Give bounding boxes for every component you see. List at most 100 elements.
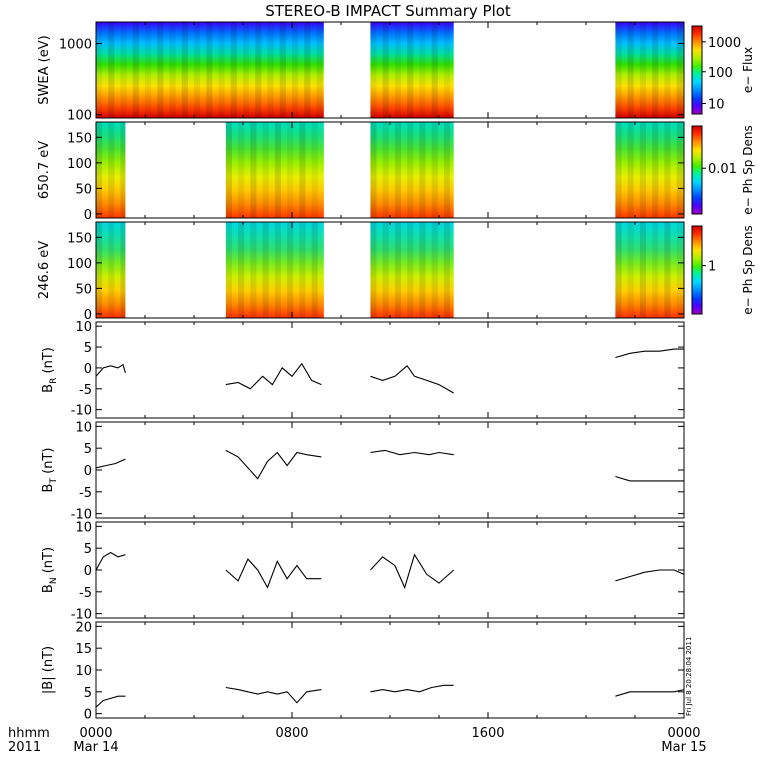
spectrogram-texture-stripe bbox=[652, 22, 659, 118]
spectrogram-texture-stripe bbox=[267, 22, 274, 118]
y-tick-label: 5 bbox=[84, 442, 92, 457]
spectrogram-texture-stripe bbox=[279, 22, 286, 118]
y-tick-label: 50 bbox=[75, 182, 92, 197]
spectrogram-texture-stripe bbox=[419, 222, 426, 318]
spectrogram-texture-stripe bbox=[262, 122, 269, 218]
y-tick-label: 0 bbox=[84, 308, 92, 323]
spectrogram-texture-stripe bbox=[407, 122, 414, 218]
spectrogram-texture-stripe bbox=[206, 22, 213, 118]
y-tick-label: 5 bbox=[84, 542, 92, 557]
spectrogram-texture-stripe bbox=[627, 22, 634, 118]
spectrogram-texture-stripe bbox=[664, 222, 671, 318]
spectrogram-texture-stripe bbox=[431, 22, 438, 118]
y-tick-label: 150 bbox=[67, 131, 92, 146]
y-axis-label: BN (nT) bbox=[41, 547, 59, 593]
y-axis-label-unit: (nT) bbox=[41, 448, 56, 478]
y-tick-label: 5 bbox=[84, 686, 92, 701]
spectrogram-pad650: 0 50 100 150 650.7 eV 0.01 e− Ph Sp Dens bbox=[37, 121, 755, 223]
spectrogram-data-block bbox=[96, 22, 324, 118]
spectrogram-texture-stripe bbox=[262, 222, 269, 318]
y-axis-label-subscript: R bbox=[49, 378, 59, 384]
timestamp-stamp: Fri Jul 8 20:28:04 2011 bbox=[685, 637, 693, 716]
spectrogram-texture-stripe bbox=[292, 22, 299, 118]
spectrogram-texture-stripe bbox=[169, 22, 176, 118]
spectrogram-texture-stripe bbox=[132, 22, 139, 118]
y-tick-label: 50 bbox=[75, 282, 92, 297]
spectrogram-texture-stripe bbox=[443, 22, 451, 118]
spectrogram-texture-stripe bbox=[664, 22, 671, 118]
spectrogram-texture-stripe bbox=[431, 122, 438, 218]
y-tick-label: 1000 bbox=[59, 37, 92, 52]
y-tick-label: -10 bbox=[71, 404, 92, 419]
spectrogram-data-block bbox=[225, 122, 324, 218]
colorbar-tick-label: 1 bbox=[708, 260, 716, 275]
spectrogram-texture-stripe bbox=[394, 222, 402, 318]
y-tick-label: -10 bbox=[71, 608, 92, 623]
spectrogram-texture-stripe bbox=[407, 22, 414, 118]
footer-hhmm: hhmm bbox=[8, 726, 50, 741]
spectrogram-texture-stripe bbox=[407, 222, 414, 318]
spectrogram-texture-stripe bbox=[274, 222, 281, 318]
footer-year: 2011 bbox=[8, 740, 41, 755]
spectrogram-texture-stripe bbox=[639, 22, 647, 118]
spectrogram-texture-stripe bbox=[194, 22, 201, 118]
spectrogram-texture-stripe bbox=[615, 122, 622, 218]
spectrogram-texture-stripe bbox=[370, 22, 377, 118]
y-axis-label: 650.7 eV bbox=[37, 141, 52, 199]
spectrogram-texture-stripe bbox=[120, 22, 127, 118]
spectrogram-data-block bbox=[370, 122, 454, 218]
spectrogram-texture-stripe bbox=[145, 22, 152, 118]
y-axis-label-unit: (nT) bbox=[41, 646, 56, 676]
y-tick-label: -5 bbox=[79, 486, 92, 501]
x-tick-label: 0800 bbox=[275, 726, 308, 741]
spectrogram-texture-stripe bbox=[287, 122, 294, 218]
spectrogram-texture-stripe bbox=[274, 122, 281, 218]
y-axis-label-unit: (nT) bbox=[41, 547, 56, 577]
spectrogram-texture-stripe bbox=[238, 122, 245, 218]
y-tick-label: 10 bbox=[75, 664, 92, 679]
spectrogram-texture-stripe bbox=[394, 22, 402, 118]
data-series-line bbox=[369, 553, 455, 590]
y-tick-label: 10 bbox=[75, 320, 92, 335]
spectrogram-texture-stripe bbox=[243, 22, 250, 118]
spectrogram-texture-stripe bbox=[394, 122, 402, 218]
spectrogram-texture-stripe bbox=[652, 122, 659, 218]
spectrogram-data-block bbox=[615, 122, 684, 218]
data-series-line bbox=[615, 689, 685, 697]
y-axis-label: BT (nT) bbox=[41, 448, 59, 493]
data-series-line bbox=[95, 551, 126, 571]
y-tick-label: -5 bbox=[79, 383, 92, 398]
y-tick-label: 0 bbox=[84, 464, 92, 479]
y-tick-label: 0 bbox=[84, 564, 92, 579]
spectrogram-texture-stripe bbox=[299, 222, 306, 318]
y-tick-label: 0 bbox=[84, 708, 92, 723]
y-tick-label: 100 bbox=[67, 109, 92, 124]
data-series-line bbox=[95, 363, 126, 377]
spectrogram-texture-stripe bbox=[443, 122, 451, 218]
colorbar bbox=[691, 25, 703, 115]
spectrogram-texture-stripe bbox=[108, 122, 115, 218]
data-series-line bbox=[225, 449, 322, 480]
y-tick-label: 20 bbox=[75, 620, 92, 635]
x-tick-label: 0000 bbox=[79, 726, 112, 741]
data-series-line bbox=[225, 362, 322, 390]
spectrogram-texture-stripe bbox=[299, 122, 306, 218]
colorbar bbox=[691, 225, 703, 315]
spectrogram-texture-stripe bbox=[96, 22, 103, 118]
plot-title: STEREO-B IMPACT Summary Plot bbox=[265, 2, 511, 20]
y-tick-label: -10 bbox=[71, 508, 92, 523]
spectrogram-texture-stripe bbox=[96, 122, 103, 218]
spectrogram-texture-stripe bbox=[382, 122, 389, 218]
spectrogram-data-block bbox=[615, 22, 684, 118]
spectrogram-texture-stripe bbox=[250, 122, 257, 218]
spectrogram-texture-stripe bbox=[664, 122, 671, 218]
colorbar-tick-label: 1000 bbox=[708, 36, 741, 51]
spectrogram-texture-stripe bbox=[96, 222, 103, 318]
x-tick-date-label: Mar 14 bbox=[73, 740, 118, 755]
spectrogram-data-block bbox=[225, 222, 324, 318]
y-tick-label: -5 bbox=[79, 586, 92, 601]
panel-frame bbox=[95, 621, 685, 719]
spectrogram-texture-stripe bbox=[120, 122, 126, 218]
